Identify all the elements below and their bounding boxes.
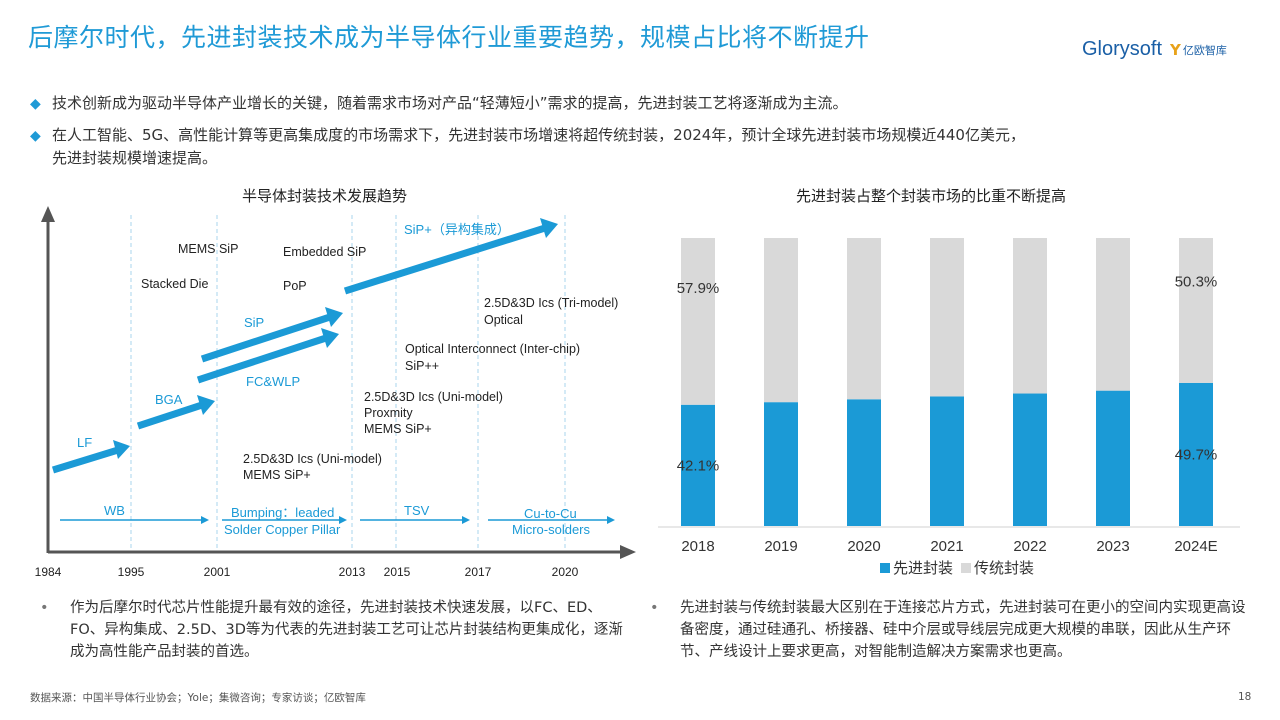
- label-micro-solders: Micro-solders: [512, 522, 591, 537]
- category-label: 2022: [1013, 538, 1046, 555]
- label-copper-pillar: Solder Copper Pillar: [224, 522, 341, 537]
- glorysoft-logo: Glorysoft: [1082, 38, 1163, 60]
- year-label: 1984: [35, 565, 62, 579]
- diamond-icon: ◆: [30, 128, 41, 144]
- bullet-2-text-cont: 先进封装规模增速提高。: [52, 149, 218, 167]
- year-label: 2020: [552, 565, 579, 579]
- annot-optical: Optical: [484, 313, 523, 327]
- bullet-2: ◆ 在人工智能、5G、高性能计算等更高集成度的市场需求下，先进封装市场增速将超传统…: [30, 124, 1260, 169]
- year-label: 2015: [384, 565, 411, 579]
- annot-mems-sip: MEMS SiP: [178, 242, 238, 256]
- data-labels: 42.1% 57.9% 49.7% 50.3%: [677, 273, 1218, 474]
- page-title: 后摩尔时代，先进封装技术成为半导体行业重要趋势，规模占比将不断提升: [28, 23, 870, 52]
- trend-arrow-sip-plus: [343, 218, 558, 295]
- category-label: 2023: [1096, 538, 1129, 555]
- bar-advanced-2024E: [1179, 382, 1213, 526]
- annot-sip-plus-plus: SiP++: [405, 359, 439, 373]
- bar-advanced-2018: [681, 404, 715, 526]
- annot-pop: PoP: [283, 279, 307, 293]
- advanced-packaging-share-chart: 2018 2019 2020 2021 2022 2023 2024E 42.1% 57.9%…: [658, 238, 1240, 555]
- annot-tri-model: 2.5D&3D Ics (Tri-model): [484, 296, 618, 310]
- label-bumping: Bumping：leaded: [231, 505, 334, 520]
- label-cu-to-cu: Cu-to-Cu: [524, 506, 577, 521]
- category-labels: 2018 2019 2020 2021 2022 2023 2024E: [681, 538, 1217, 555]
- data-source: 数据来源：中国半导体行业协会；Yole；集微咨询；专家访谈；亿欧智库: [30, 692, 366, 704]
- bar-traditional-2022: [1013, 238, 1047, 394]
- label-sip: SiP: [244, 315, 264, 330]
- trend-arrow-sip: [200, 307, 343, 363]
- legend-label-traditional: 传统封装: [974, 559, 1035, 577]
- bar-traditional-2019: [764, 238, 798, 403]
- data-label: 42.1%: [677, 457, 720, 474]
- year-label: 2001: [204, 565, 231, 579]
- category-label: 2018: [681, 538, 714, 555]
- diamond-icon: ◆: [30, 96, 41, 112]
- year-label: 2017: [465, 565, 492, 579]
- bullet-dot-icon: •: [40, 600, 49, 616]
- label-sip-plus: SiP+（异构集成）: [404, 222, 510, 237]
- bar-marks: [681, 238, 1213, 526]
- annot-mems-sip-plus-b: MEMS SiP+: [243, 468, 311, 482]
- annot-uni-model-a: 2.5D&3D Ics (Uni-model): [364, 390, 503, 404]
- label-bga: BGA: [155, 392, 183, 407]
- annot-proxmity: Proxmity: [364, 406, 413, 420]
- year-gridlines: [130, 215, 566, 550]
- annot-uni-model-b: 2.5D&3D Ics (Uni-model): [243, 452, 382, 466]
- category-label: 2021: [930, 538, 963, 555]
- annot-mems-sip-plus-a: MEMS SiP+: [364, 422, 432, 436]
- label-fc-wlp: FC&WLP: [246, 374, 300, 389]
- bar-traditional-2018: [681, 238, 715, 405]
- bar-advanced-2021: [930, 396, 964, 526]
- right-note-text: 先进封装与传统封装最大区别在于连接芯片方式，先进封装可在更小的空间内实现更高设备…: [680, 600, 1246, 660]
- bar-advanced-2020: [847, 399, 881, 526]
- bar-advanced-2022: [1013, 393, 1047, 526]
- bullet-1: ◆ 技术创新成为驱动半导体产业增长的关键，随着需求市场对产品“轻薄短小”需求的提高…: [30, 92, 1260, 115]
- right-note: • 先进封装与传统封装最大区别在于连接芯片方式，先进封装可在更小的空间内实现更高…: [650, 597, 1250, 663]
- label-lf: LF: [77, 435, 92, 450]
- trend-arrow-lf: [51, 440, 130, 474]
- category-label: 2024E: [1174, 538, 1217, 555]
- chart-legend: 先进封装 传统封装: [880, 557, 1034, 578]
- label-tsv: TSV: [404, 503, 430, 518]
- category-label: 2020: [847, 538, 880, 555]
- label-wb: WB: [104, 503, 125, 518]
- y-axis-arrowhead: [41, 206, 55, 222]
- category-label: 2019: [764, 538, 797, 555]
- data-label: 57.9%: [677, 280, 720, 297]
- right-chart-title: 先进封装占整个封装市场的比重不断提高: [796, 187, 1067, 205]
- legend-swatch-advanced: [880, 562, 890, 573]
- bullet-1-text: 技术创新成为驱动半导体产业增长的关键，随着需求市场对产品“轻薄短小”需求的提高，…: [52, 94, 848, 112]
- brand-logos: Glorysoft Y 亿欧智库: [1082, 38, 1227, 61]
- year-label: 1995: [118, 565, 145, 579]
- left-chart-title: 半导体封装技术发展趋势: [242, 187, 408, 205]
- legend-label-advanced: 先进封装: [893, 559, 954, 577]
- legend-swatch-traditional: [961, 562, 972, 573]
- year-label: 2013: [339, 565, 366, 579]
- bar-traditional-2023: [1096, 238, 1130, 391]
- bullet-dot-icon: •: [650, 600, 659, 616]
- yiou-logo-text: 亿欧智库: [1182, 43, 1227, 57]
- bar-traditional-2024E: [1179, 238, 1213, 383]
- page-number: 18: [1238, 691, 1252, 703]
- packaging-trend-diagram: LF BGA FC&WLP SiP SiP+（异构集成） WB Bumping：…: [35, 206, 636, 579]
- trend-arrow-fc-wlp: [196, 328, 339, 384]
- bullet-2-text: 在人工智能、5G、高性能计算等更高集成度的市场需求下，先进封装市场增速将超传统封…: [52, 126, 1025, 144]
- data-label: 49.7%: [1175, 446, 1218, 463]
- left-note: • 作为后摩尔时代芯片性能提升最有效的途径，先进封装技术快速发展，以FC、ED、…: [40, 597, 625, 663]
- annot-stacked-die: Stacked Die: [141, 277, 208, 291]
- bar-advanced-2023: [1096, 390, 1130, 526]
- annot-optical-interconnect: Optical Interconnect (Inter-chip): [405, 342, 580, 356]
- bar-advanced-2019: [764, 402, 798, 526]
- bar-traditional-2021: [930, 238, 964, 397]
- yiou-logo-mark: Y: [1170, 40, 1181, 59]
- trend-arrow-bga: [136, 395, 215, 430]
- annot-embedded-sip: Embedded SiP: [283, 245, 366, 259]
- data-label: 50.3%: [1175, 273, 1218, 290]
- left-note-text: 作为后摩尔时代芯片性能提升最有效的途径，先进封装技术快速发展，以FC、ED、FO…: [70, 600, 623, 660]
- trend-arrows: [51, 218, 558, 474]
- x-axis-arrowhead: [620, 545, 636, 559]
- bar-traditional-2020: [847, 238, 881, 400]
